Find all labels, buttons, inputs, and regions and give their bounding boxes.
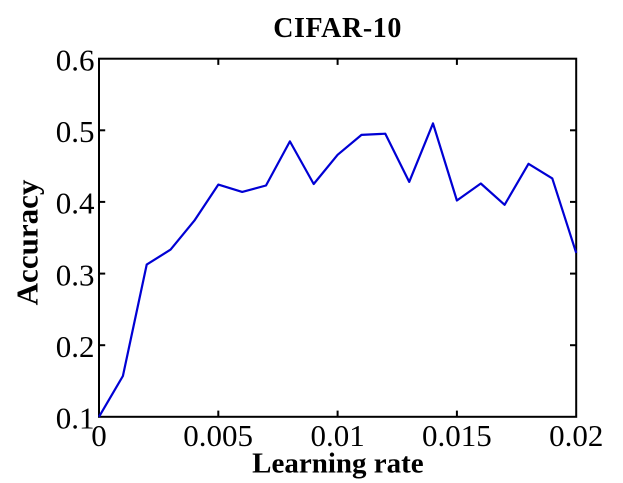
svg-text:0.01: 0.01: [310, 418, 364, 453]
svg-text:Accuracy: Accuracy: [10, 179, 45, 305]
svg-text:0.6: 0.6: [56, 42, 95, 77]
svg-text:Learning rate: Learning rate: [252, 448, 424, 480]
svg-text:0.1: 0.1: [56, 401, 95, 436]
svg-text:0.3: 0.3: [56, 257, 95, 292]
svg-text:0.2: 0.2: [56, 329, 95, 364]
svg-text:0.5: 0.5: [56, 114, 95, 149]
svg-text:0.005: 0.005: [183, 418, 253, 453]
svg-text:0.4: 0.4: [56, 186, 95, 221]
svg-text:0: 0: [91, 418, 107, 453]
svg-text:0.015: 0.015: [422, 418, 492, 453]
svg-text:CIFAR-10: CIFAR-10: [273, 13, 402, 44]
svg-text:0.02: 0.02: [549, 418, 603, 453]
